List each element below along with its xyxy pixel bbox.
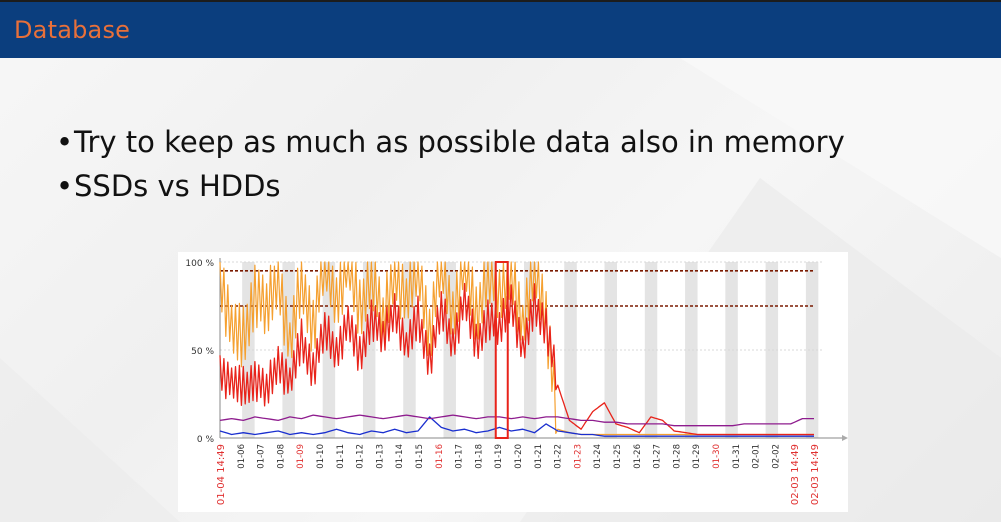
x-tick-label: 01-15	[415, 444, 425, 469]
x-tick-label: 01-25	[613, 444, 623, 469]
x-tick-label: 01-30	[712, 444, 722, 469]
x-tick-label: 02-03 14:49	[790, 444, 801, 505]
x-tick-label: 01-29	[692, 444, 702, 469]
shaded-band	[604, 262, 618, 438]
shaded-band	[765, 262, 779, 438]
bullet-item: •SSDs vs HDDs	[56, 169, 281, 203]
bullet-item: •Try to keep as much as possible data al…	[56, 125, 845, 159]
x-tick-label: 01-27	[653, 444, 663, 469]
x-tick-label: 01-09	[296, 444, 306, 469]
x-tick-label: 02-01	[752, 444, 762, 469]
x-tick-label: 01-19	[494, 444, 504, 469]
shaded-band	[725, 262, 738, 438]
x-tick-label: 01-20	[514, 444, 524, 469]
bullet-list: •Try to keep as much as possible data al…	[56, 120, 845, 208]
current-marker	[494, 261, 509, 439]
x-tick-label: 01-04 14:49	[216, 444, 227, 505]
x-tick-label: 01-24	[593, 444, 603, 469]
x-tick-label: 01-21	[534, 444, 544, 469]
slide-title-bar: Database	[0, 0, 1001, 58]
x-tick-label: 01-08	[276, 444, 286, 469]
x-tick-label: 01-16	[435, 444, 445, 469]
y-tick-label: 0 %	[197, 435, 215, 445]
x-tick-label: 01-26	[633, 444, 643, 469]
x-tick-label: 01-14	[395, 444, 405, 469]
series-line-red	[219, 282, 814, 436]
y-tick-label: 100 %	[185, 259, 214, 269]
series-line-purple	[219, 414, 814, 427]
x-tick-label: 01-23	[573, 444, 583, 469]
shaded-band	[685, 262, 698, 438]
x-tick-label: 01-18	[474, 444, 484, 469]
x-tick-label: 01-06	[237, 444, 247, 469]
x-tick-label: 01-10	[316, 444, 326, 469]
utilization-chart: 0 % 50 % 100 % 01-04 14:49 01-06 01-07 01-08 01…	[178, 252, 848, 512]
x-tick-label: 01-12	[356, 444, 366, 469]
x-tick-label: 01-28	[672, 444, 682, 469]
chart-svg: 0 % 50 % 100 % 01-04 14:49 01-06 01-07 01-08 01…	[185, 258, 848, 505]
series-line-blue	[219, 416, 814, 437]
x-tick-label: 01-07	[257, 444, 267, 469]
y-tick-label: 50 %	[191, 347, 214, 357]
x-tick-label: 02-03 14:49	[810, 444, 821, 505]
x-tick-label: 01-11	[336, 444, 346, 469]
x-tick-label: 01-31	[732, 444, 742, 469]
x-tick-label: 01-17	[455, 444, 465, 469]
slide-title: Database	[14, 16, 131, 44]
x-tick-label: 01-22	[554, 444, 564, 469]
x-axis-arrow	[842, 435, 848, 441]
x-tick-label: 02-02	[771, 444, 781, 469]
shaded-band	[644, 262, 658, 438]
x-tick-label: 01-13	[375, 444, 385, 469]
